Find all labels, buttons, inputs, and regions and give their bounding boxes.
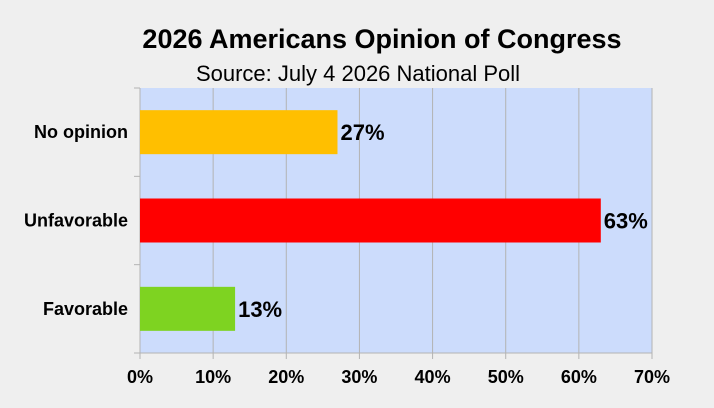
data-label: 13% (238, 297, 282, 322)
bar (140, 286, 236, 331)
category-label: No opinion (34, 122, 128, 142)
bars (140, 110, 601, 331)
x-tick-label: 60% (561, 367, 597, 387)
chart-title: 2026 Americans Opinion of Congress (142, 24, 621, 54)
x-tick-label: 20% (268, 367, 304, 387)
x-tick-label: 70% (634, 367, 670, 387)
bar (140, 110, 338, 155)
x-tick-label: 40% (415, 367, 451, 387)
category-label: Unfavorable (24, 211, 128, 231)
chart-subtitle: Source: July 4 2026 National Poll (196, 61, 520, 86)
x-tick-label: 50% (488, 367, 524, 387)
bar (140, 198, 601, 243)
labels: 0% 10% 20% 30% 40% 50% 60% 70% No opinion 27% Unfa… (24, 120, 670, 387)
x-tick-label: 0% (127, 367, 153, 387)
data-label: 63% (604, 209, 648, 234)
x-tick-label: 30% (341, 367, 377, 387)
data-label: 27% (340, 120, 384, 145)
x-tick-label: 10% (195, 367, 231, 387)
category-label: Favorable (43, 299, 128, 319)
